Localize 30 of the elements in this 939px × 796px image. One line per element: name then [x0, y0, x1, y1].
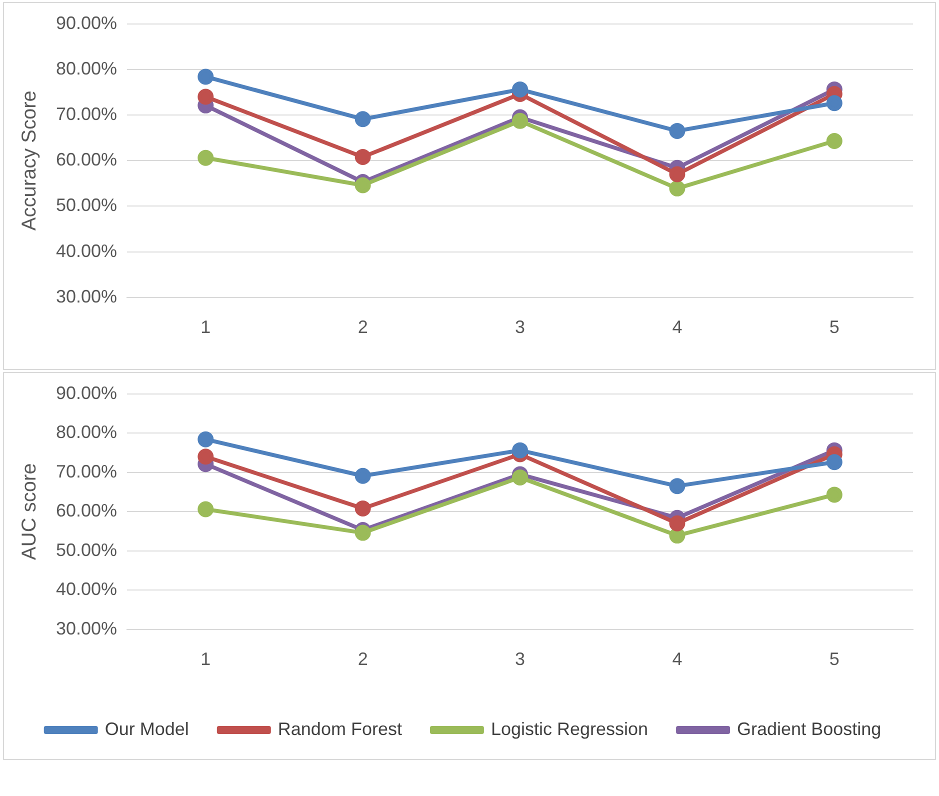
y-tick-label: 70.00%: [56, 104, 118, 124]
y-tick-label: 50.00%: [56, 195, 118, 216]
y-tick-label: 90.00%: [56, 382, 118, 403]
legend-label: Random Forest: [278, 718, 402, 739]
legend-label: Our Model: [104, 718, 189, 739]
x-tick-label: 1: [200, 649, 211, 670]
y-tick-label: 40.00%: [56, 240, 118, 261]
y-tick-label: 30.00%: [56, 286, 118, 306]
y-tick-label: 80.00%: [56, 58, 118, 78]
x-tick-label: 5: [829, 649, 840, 670]
x-tick-label: 2: [358, 649, 368, 670]
y-tick-label: 70.00%: [56, 461, 118, 482]
y-tick-label: 60.00%: [56, 500, 118, 521]
x-tick-label: 3: [515, 649, 526, 670]
y-tick-label: 30.00%: [56, 618, 118, 638]
x-tick-label: 1: [200, 317, 211, 338]
x-tick-label: 4: [672, 317, 682, 338]
y-tick-label: 50.00%: [56, 540, 118, 560]
y-tick-label: 80.00%: [56, 422, 118, 442]
x-tick-label: 2: [358, 317, 368, 338]
legend-label: Gradient Boosting: [737, 718, 882, 739]
y-tick-label: 40.00%: [56, 579, 118, 600]
y-axis-title: AUC score: [18, 463, 41, 560]
y-tick-label: 60.00%: [56, 150, 118, 170]
x-tick-label: 5: [829, 317, 840, 338]
y-axis-title: Accuracy Score: [18, 90, 41, 231]
legend-label: Logistic Regression: [490, 718, 648, 739]
x-tick-label: 4: [672, 649, 682, 670]
x-tick-label: 3: [515, 317, 526, 338]
y-tick-label: 90.00%: [56, 12, 118, 33]
